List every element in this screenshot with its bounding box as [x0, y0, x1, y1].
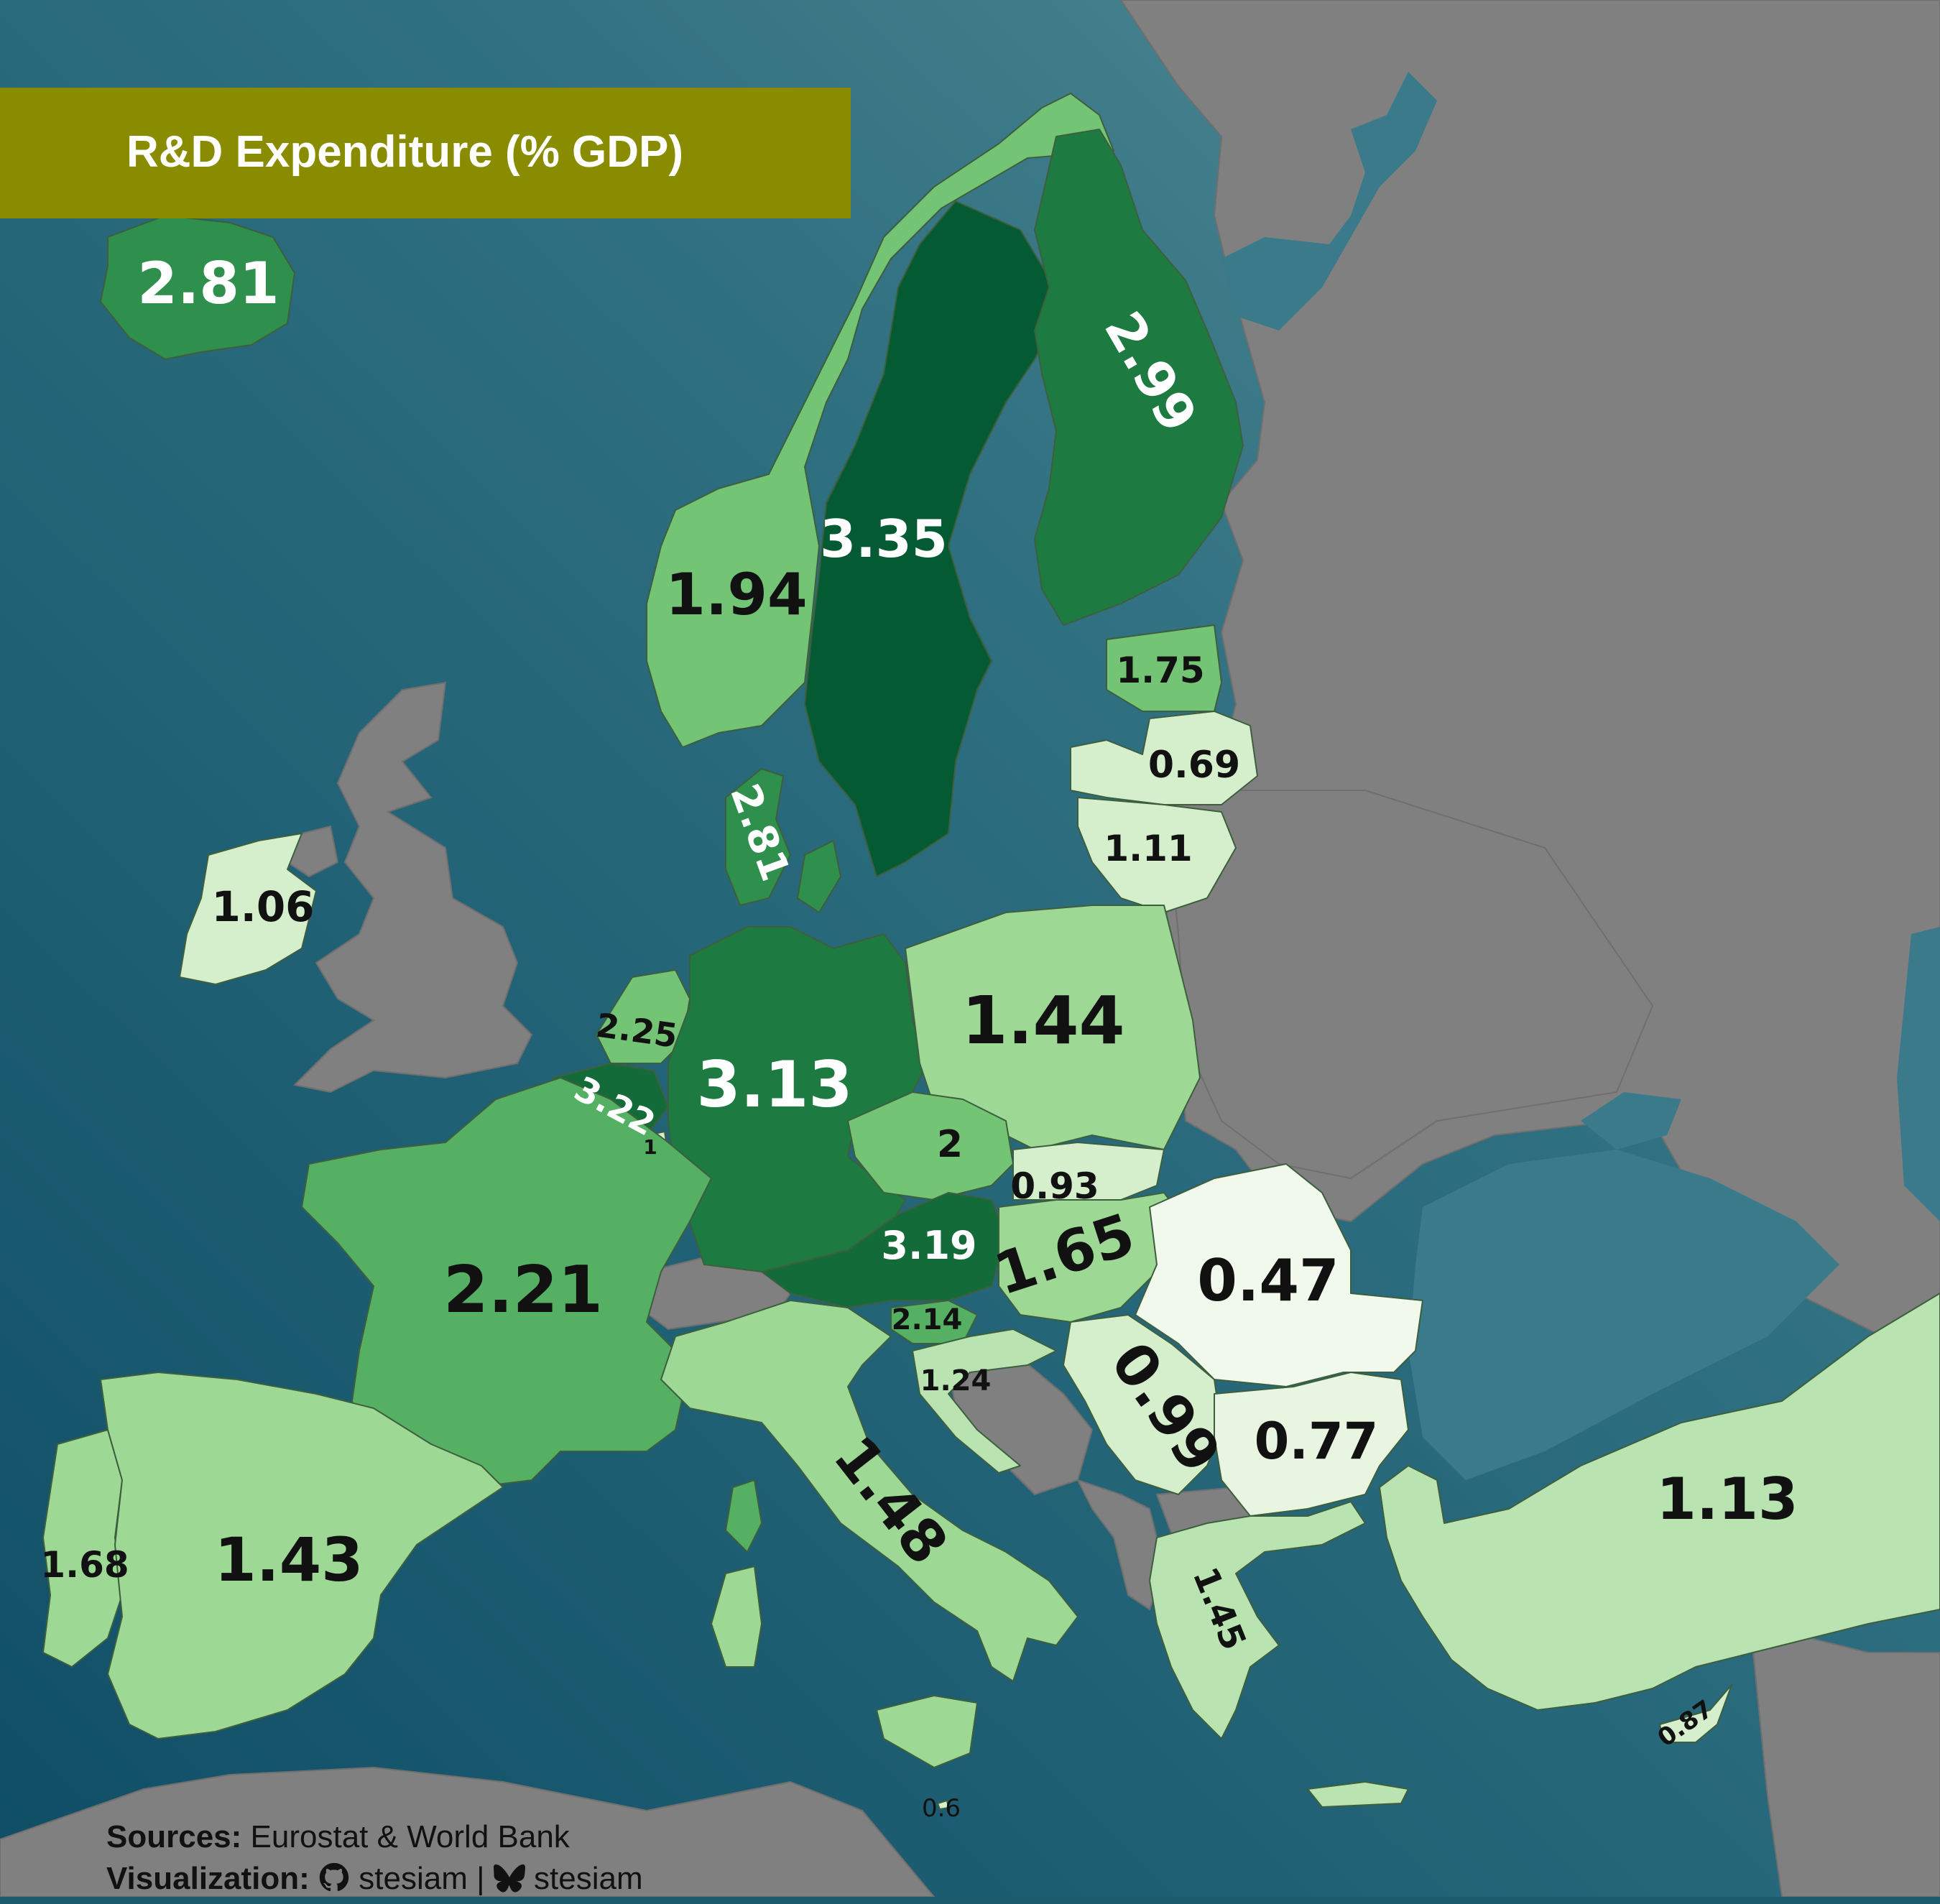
- label-portugal: 1.68: [40, 1544, 129, 1586]
- country-lithuania[interactable]: [1077, 797, 1237, 913]
- label-romania: 0.47: [1197, 1247, 1339, 1314]
- country-italy-sicily[interactable]: [876, 1695, 978, 1768]
- country-denmark[interactable]: [725, 768, 791, 906]
- label-spain: 1.43: [214, 1525, 363, 1595]
- label-slovakia: 0.93: [1010, 1165, 1099, 1207]
- label-france: 2.21: [443, 1252, 603, 1328]
- country-czechia[interactable]: [847, 1091, 1014, 1201]
- label-poland: 1.44: [962, 982, 1125, 1059]
- sources-text: Eurostat & World Bank: [250, 1819, 570, 1854]
- country-denmark-islands[interactable]: [797, 840, 841, 913]
- sources-line: Sources: Eurostat & World Bank: [106, 1816, 643, 1858]
- sources-label: Sources:: [106, 1819, 242, 1854]
- label-czechia: 2: [937, 1123, 963, 1166]
- map-title: R&D Expenditure (% GDP): [126, 127, 684, 177]
- land-montenegro-albania: [1076, 1479, 1165, 1611]
- country-ireland[interactable]: [179, 833, 317, 985]
- country-bulgaria[interactable]: [1214, 1372, 1409, 1517]
- github-handle[interactable]: stesiam: [359, 1861, 468, 1896]
- land-great-britain: [292, 681, 533, 1094]
- sea-white-sea: [1221, 72, 1437, 331]
- country-latvia[interactable]: [1070, 711, 1258, 805]
- country-turkey[interactable]: [1379, 1293, 1940, 1711]
- country-italy[interactable]: [660, 1300, 1078, 1682]
- land-north-africa: [0, 1766, 936, 1897]
- visualization-line: Visualization: stesiam | stesiam: [106, 1858, 643, 1904]
- country-italy-sardinia[interactable]: [711, 1566, 762, 1668]
- label-lithuania: 1.11: [1104, 828, 1192, 869]
- label-germany: 3.13: [696, 1048, 852, 1122]
- countries: [42, 93, 1940, 1810]
- sea-azov: [1581, 1092, 1681, 1150]
- sea-black-sea: [1408, 1150, 1839, 1480]
- bluesky-butterfly-icon: [493, 1862, 525, 1904]
- github-icon: [318, 1862, 350, 1904]
- country-romania[interactable]: [1135, 1163, 1423, 1387]
- label-turkey: 1.13: [1656, 1466, 1798, 1533]
- label-ireland: 1.06: [211, 882, 314, 931]
- country-malta[interactable]: [937, 1800, 949, 1810]
- country-slovakia[interactable]: [1012, 1142, 1165, 1201]
- country-france-corsica[interactable]: [725, 1479, 762, 1553]
- country-iceland[interactable]: [100, 215, 295, 360]
- label-luxembourg: 1: [643, 1135, 657, 1159]
- label-austria: 3.19: [881, 1223, 976, 1268]
- country-serbia[interactable]: [1063, 1314, 1222, 1495]
- country-sweden[interactable]: [804, 200, 1064, 877]
- country-cyprus[interactable]: [1659, 1684, 1732, 1743]
- land-middle-east: [1752, 1637, 1940, 1897]
- label-iceland: 2.81: [137, 250, 279, 317]
- country-spain[interactable]: [100, 1372, 504, 1739]
- bluesky-handle[interactable]: stesiam: [534, 1861, 643, 1896]
- country-greece[interactable]: [1149, 1501, 1366, 1739]
- label-slovenia: 2.14: [892, 1303, 963, 1336]
- credits-separator: |: [476, 1861, 485, 1896]
- credits: Sources: Eurostat & World Bank Visualiza…: [106, 1816, 643, 1904]
- country-norway[interactable]: [646, 93, 1114, 748]
- label-latvia: 0.69: [1148, 744, 1240, 787]
- label-norway: 1.94: [665, 561, 807, 628]
- label-estonia: 1.75: [1116, 650, 1204, 691]
- country-croatia[interactable]: [912, 1328, 1057, 1474]
- label-sweden: 3.35: [820, 509, 948, 569]
- visualization-label: Visualization:: [106, 1861, 310, 1896]
- label-bulgaria: 0.77: [1255, 1412, 1379, 1471]
- country-finland[interactable]: [1034, 129, 1244, 626]
- sea-caspian-edge: [1897, 927, 1940, 1221]
- title-bar: [0, 88, 851, 218]
- label-malta: 0.6: [922, 1794, 961, 1823]
- country-poland[interactable]: [905, 905, 1201, 1150]
- inland-seas: [1221, 72, 1940, 1480]
- label-croatia: 1.24: [920, 1364, 992, 1397]
- country-greece-crete[interactable]: [1307, 1781, 1409, 1808]
- country-france[interactable]: [301, 1077, 712, 1488]
